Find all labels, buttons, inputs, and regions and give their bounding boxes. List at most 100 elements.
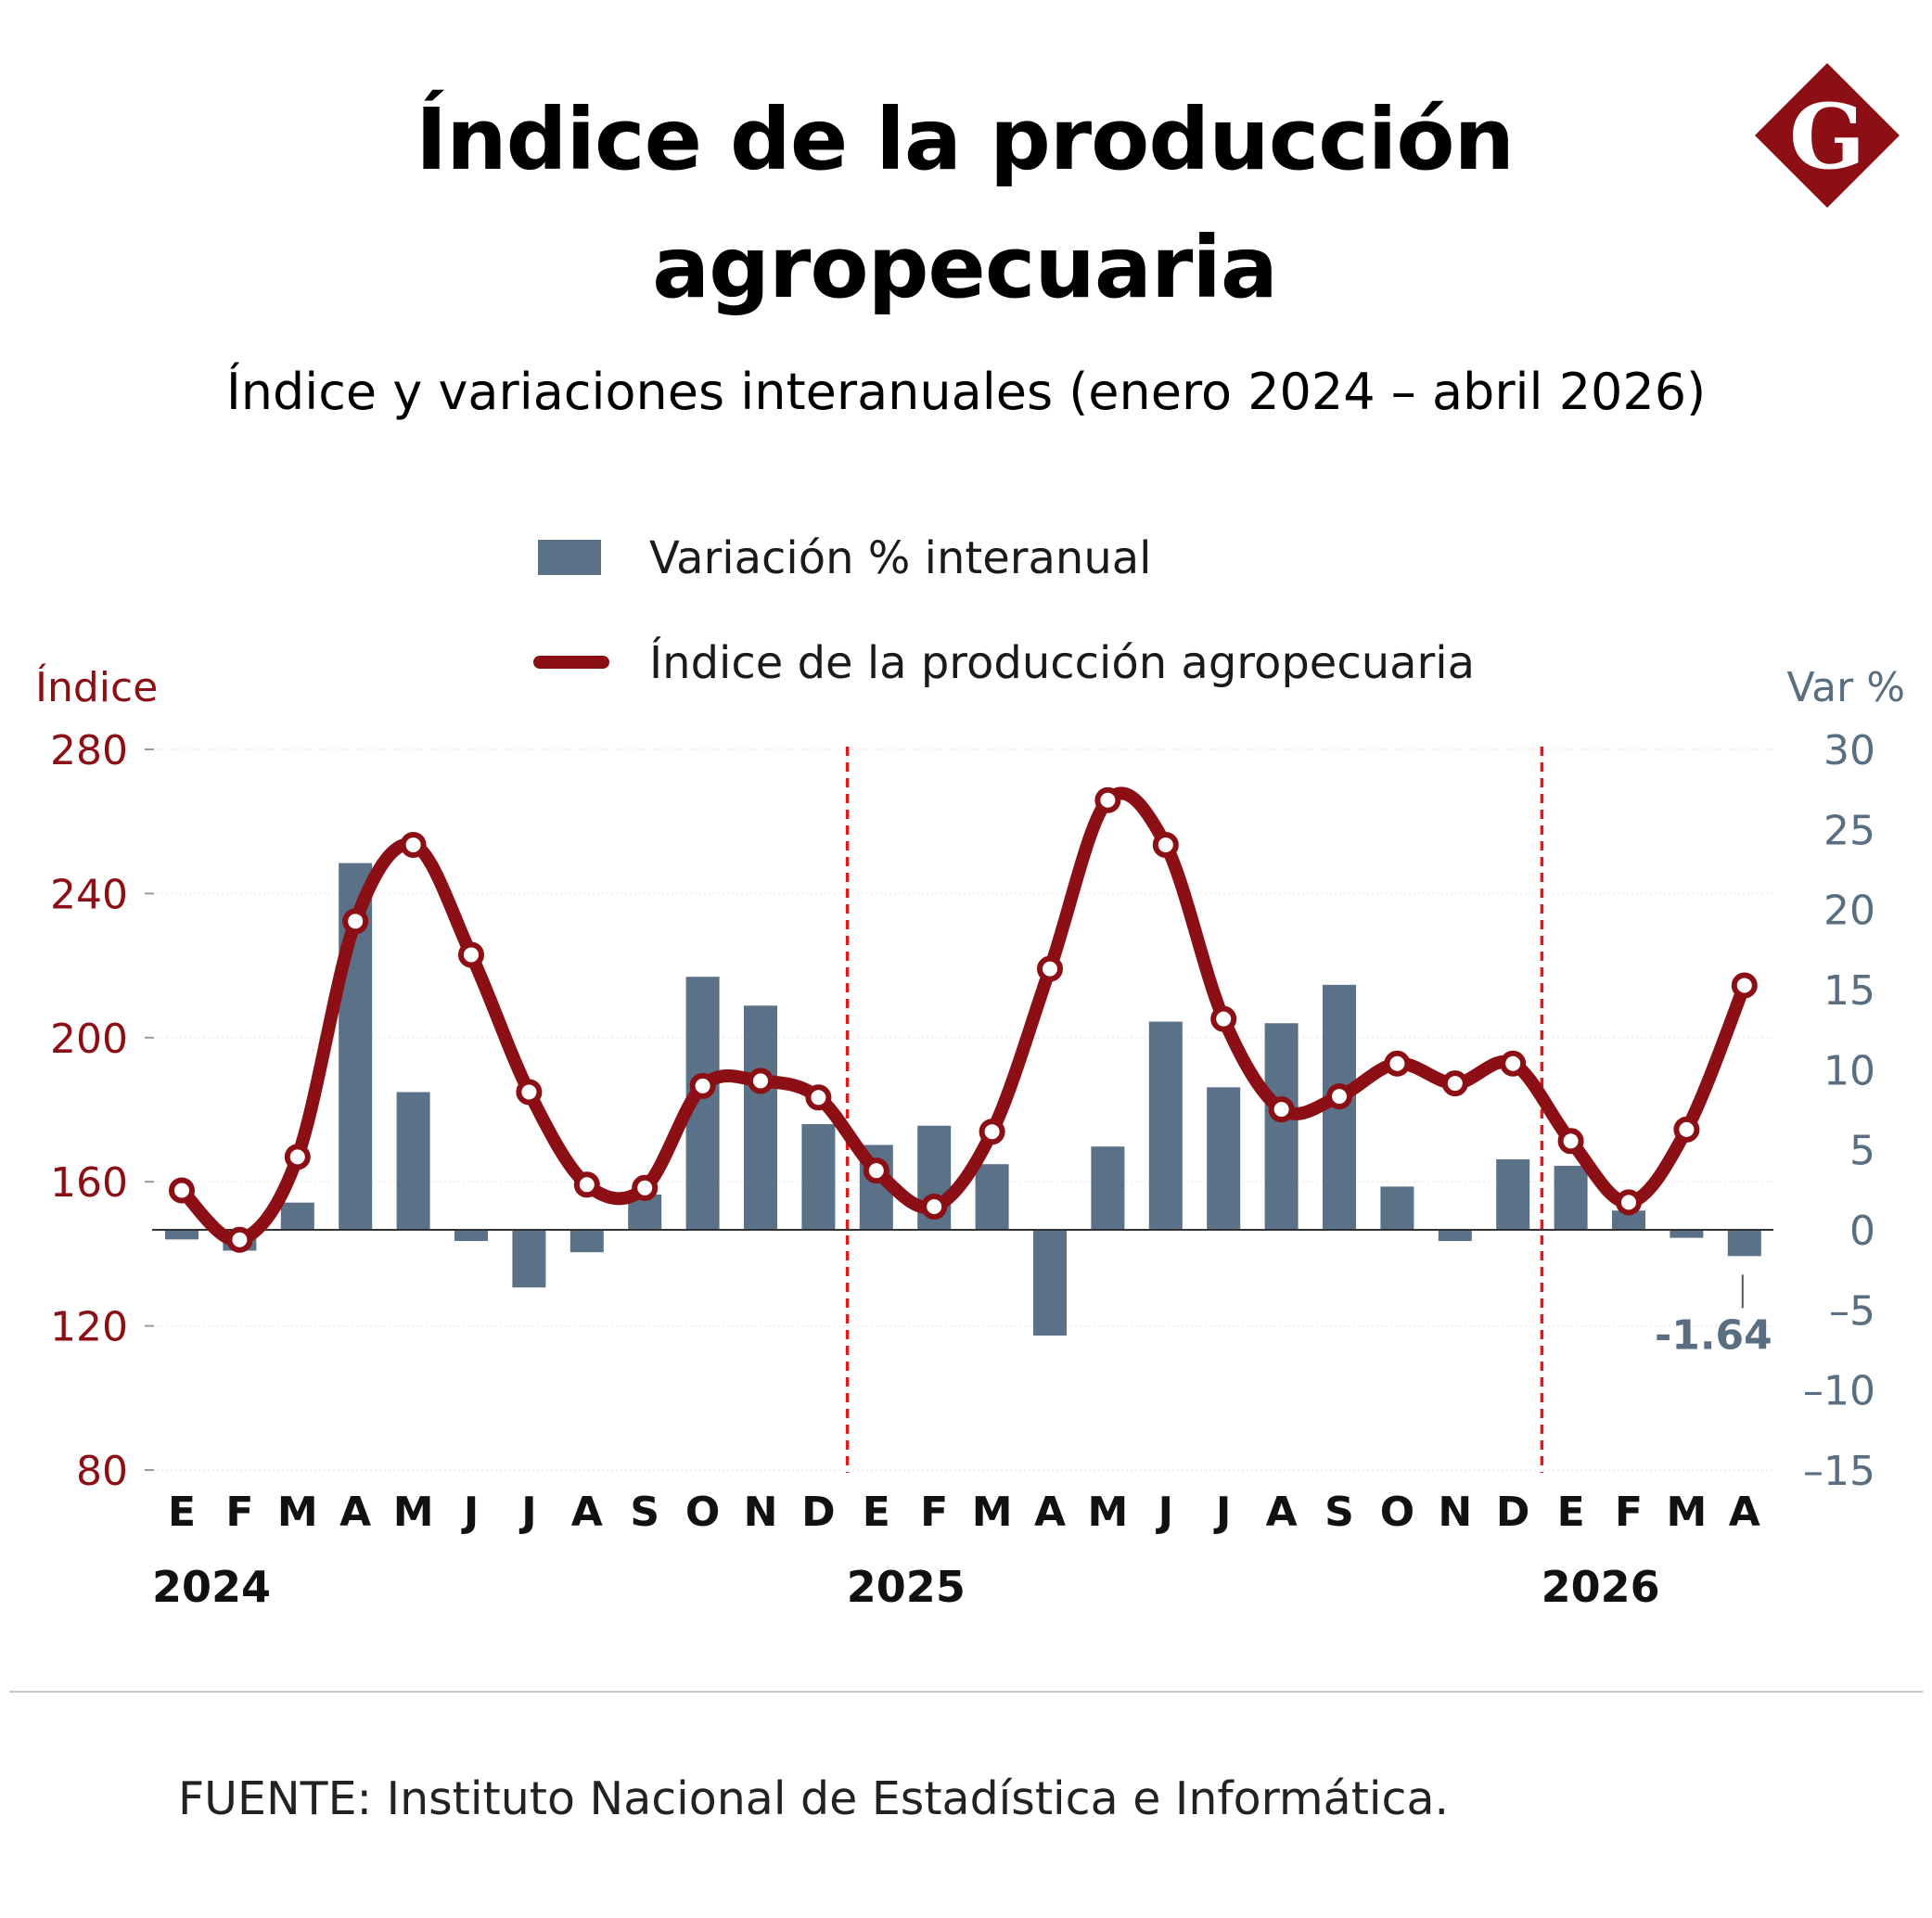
bar (1727, 1230, 1761, 1257)
year-labels: 2024 2025 2026 (152, 1562, 1660, 1612)
year-dividers (845, 747, 1544, 1473)
line-point (1500, 1050, 1527, 1077)
line-point (1326, 1083, 1352, 1110)
month-label: J (1156, 1489, 1173, 1536)
right-tick-label: 15 (1823, 967, 1875, 1015)
month-label: A (1034, 1489, 1066, 1536)
line-point (863, 1157, 889, 1184)
right-tick-label: –10 (1803, 1368, 1875, 1415)
line-point (1441, 1070, 1468, 1097)
month-label: N (744, 1489, 778, 1536)
line-point (748, 1068, 774, 1094)
line-point (1731, 972, 1758, 999)
line-point (632, 1174, 659, 1201)
month-label: D (801, 1489, 836, 1536)
right-tick-label: 10 (1823, 1047, 1875, 1094)
chart-canvas: 80 120 160 200 240 280 30 25 20 15 10 5 0 –5 –10 –15 E… (35, 532, 1905, 1612)
left-tick-label: 200 (50, 1016, 128, 1063)
legend: Variación % interanual Índice de la prod… (533, 532, 1475, 689)
legend-line-label: Índice de la producción agropecuaria (649, 636, 1475, 689)
chart-title: Índice de la producción agropecuaria (415, 90, 1515, 317)
line-point (921, 1194, 948, 1221)
line-point (1384, 1050, 1411, 1077)
bar (512, 1230, 546, 1288)
bar (165, 1230, 198, 1240)
bar (975, 1164, 1009, 1230)
month-label: M (1667, 1489, 1708, 1536)
right-axis-title: Var % (1786, 664, 1905, 711)
year-label: 2026 (1542, 1562, 1660, 1612)
right-tick-label: 25 (1823, 807, 1875, 854)
line-point (1037, 955, 1063, 982)
bar (1148, 1021, 1183, 1230)
month-label: F (225, 1489, 253, 1536)
line-point (1152, 831, 1179, 858)
month-label: J (461, 1489, 479, 1536)
month-label: J (518, 1489, 536, 1536)
bar (1264, 1023, 1299, 1230)
line-point (979, 1119, 1005, 1145)
chart-subtitle: Índice y variaciones interanuales (enero… (225, 363, 1707, 421)
month-label: S (1324, 1489, 1354, 1536)
bar (1554, 1165, 1588, 1230)
month-label: F (1615, 1489, 1643, 1536)
line-point (342, 908, 369, 935)
bar (569, 1230, 604, 1253)
right-axis-ticks: 30 25 20 15 10 5 0 –5 –10 –15 (1803, 727, 1875, 1495)
line-point (458, 941, 484, 968)
line-point (1268, 1096, 1295, 1123)
bar (801, 1124, 836, 1230)
bar (396, 1092, 430, 1230)
logo-diamond (1755, 63, 1900, 208)
legend-bar-swatch (538, 540, 601, 575)
month-label: M (1088, 1489, 1129, 1536)
bar (1496, 1159, 1530, 1230)
month-label: E (863, 1489, 890, 1536)
left-tick-label: 120 (50, 1304, 128, 1351)
annotation-label: -1.64 (1655, 1311, 1772, 1359)
line-point (689, 1072, 716, 1099)
line-point (1094, 786, 1121, 813)
line-point (226, 1226, 253, 1253)
line-point (400, 831, 427, 858)
bar (1033, 1230, 1067, 1336)
month-label: F (920, 1489, 948, 1536)
month-label: A (571, 1489, 603, 1536)
right-tick-label: 30 (1823, 727, 1875, 774)
bar (454, 1230, 488, 1242)
left-tick-label: 280 (50, 727, 128, 774)
month-label: O (685, 1489, 720, 1536)
bar (1612, 1210, 1645, 1230)
publisher-logo: G (1755, 63, 1900, 208)
bar (1380, 1186, 1414, 1230)
month-label: M (277, 1489, 318, 1536)
source-note: FUENTE: Instituto Nacional de Estadístic… (178, 1772, 1450, 1825)
month-label: M (393, 1489, 434, 1536)
left-tick-label: 80 (76, 1448, 128, 1495)
bar (1670, 1230, 1704, 1238)
footer-divider (9, 1691, 1923, 1693)
month-label: E (1557, 1489, 1585, 1536)
line-point (805, 1084, 832, 1111)
line-point (573, 1171, 600, 1198)
line-point (1673, 1116, 1700, 1143)
month-label: O (1380, 1489, 1414, 1536)
right-tick-label: 5 (1849, 1128, 1875, 1175)
month-label: A (1266, 1489, 1298, 1536)
month-label: E (168, 1489, 196, 1536)
line-point (1210, 1005, 1237, 1032)
index-points (169, 786, 1758, 1253)
right-tick-label: 20 (1823, 888, 1875, 935)
month-label: N (1438, 1489, 1472, 1536)
line-point (284, 1144, 311, 1170)
year-label: 2025 (847, 1562, 966, 1612)
bar-series (165, 863, 1761, 1336)
left-axis-title: Índice (35, 662, 158, 711)
line-point (516, 1079, 543, 1106)
logo-letter: G (1789, 84, 1865, 189)
line-point (1616, 1189, 1642, 1216)
right-tick-label: –5 (1829, 1287, 1875, 1335)
legend-bar-label: Variación % interanual (649, 532, 1152, 584)
month-label: S (630, 1489, 659, 1536)
